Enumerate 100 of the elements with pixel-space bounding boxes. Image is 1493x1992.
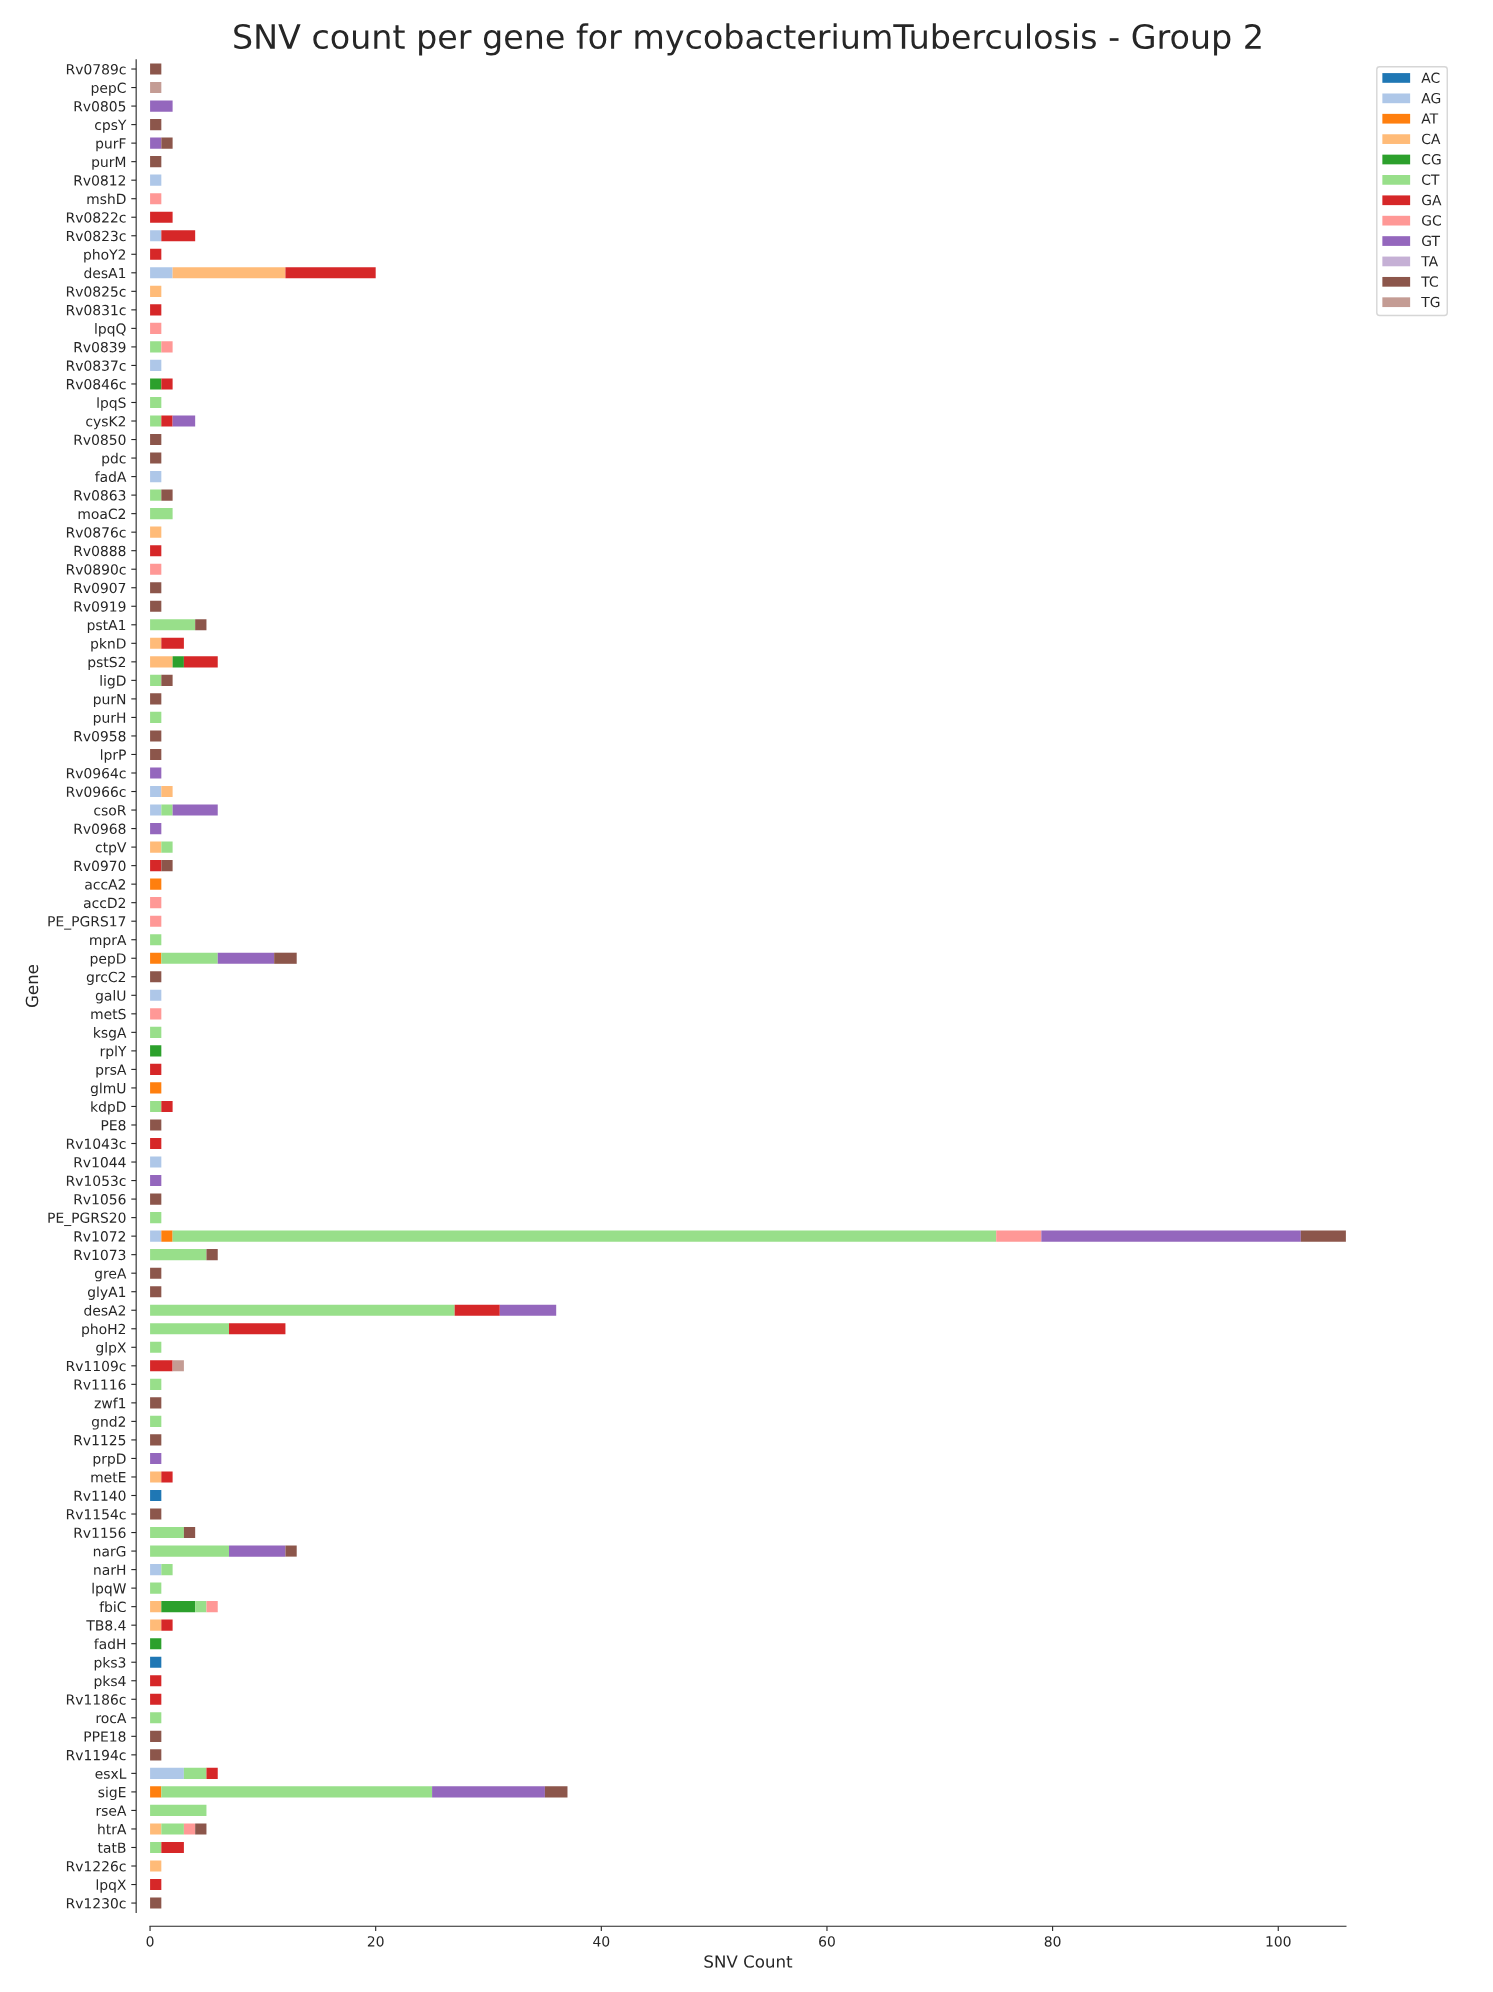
y-tick-label: Rv1125	[74, 1434, 126, 1446]
y-tick-label: Rv0822c	[66, 212, 126, 223]
legend-label: CA	[1422, 133, 1441, 145]
y-axis-title: Gene	[25, 964, 39, 1008]
bar	[1041, 1230, 1301, 1242]
legend-label: GC	[1422, 215, 1441, 226]
bar	[161, 860, 173, 872]
bar	[432, 1786, 545, 1798]
y-tick-label: purM	[92, 156, 126, 170]
bar	[150, 1249, 207, 1261]
bar	[217, 952, 275, 964]
y-tick-label: csoR	[94, 805, 127, 816]
y-tick-label: purN	[93, 694, 126, 708]
bar	[150, 508, 173, 520]
y-tick-label: Rv0907	[74, 582, 126, 594]
y-tick-label: cpsY	[95, 119, 127, 133]
bar	[161, 1230, 173, 1242]
y-tick-label: Rv0789c	[66, 63, 126, 75]
y-tick-label: accD2	[83, 897, 126, 909]
y-tick-label: Rv1073	[74, 1249, 126, 1261]
bar	[161, 804, 173, 816]
bar	[161, 785, 173, 798]
y-tick-label: fbiC	[99, 1601, 126, 1613]
y-tick-label: pepD	[90, 953, 126, 967]
x-tick-label: 40	[593, 1936, 610, 1947]
y-tick-label: desA1	[84, 267, 126, 279]
bar	[150, 656, 173, 668]
bar	[150, 1526, 184, 1539]
y-tick-label: kdpD	[91, 1101, 126, 1115]
bar	[206, 1249, 218, 1261]
bar	[150, 100, 173, 112]
y-tick-label: Rv1226c	[66, 1860, 126, 1872]
legend-label: CT	[1422, 174, 1440, 185]
y-tick-label: glyA1	[87, 1286, 126, 1300]
y-tick-label: lpqW	[92, 1582, 126, 1597]
bar	[150, 767, 162, 779]
x-tick-label: 20	[367, 1936, 384, 1947]
bar	[1300, 1230, 1346, 1242]
y-tick-label: pks3	[94, 1656, 126, 1671]
bar	[195, 1601, 207, 1613]
y-tick-label: Rv0888	[74, 545, 126, 557]
y-tick-label: Rv0812	[74, 175, 126, 186]
bar	[206, 1601, 218, 1613]
y-tick-label: Rv0958	[74, 730, 126, 742]
y-tick-label: Rv1109c	[66, 1360, 126, 1372]
y-tick-label: lpqS	[97, 397, 126, 411]
bar	[161, 1100, 173, 1113]
bar	[183, 1823, 196, 1835]
x-tick-label: 100	[1266, 1936, 1291, 1947]
y-tick-label: lpqX	[96, 1879, 126, 1893]
bar	[172, 267, 286, 279]
bar	[195, 619, 207, 631]
y-tick-label: ksgA	[94, 1027, 127, 1041]
y-tick-label: Rv0876c	[66, 527, 126, 538]
bar	[150, 1823, 162, 1835]
bar	[161, 378, 173, 390]
bar	[161, 1786, 433, 1798]
y-tick-label: prsA	[96, 1064, 127, 1078]
bar	[161, 1823, 184, 1835]
x-tick-label: 0	[146, 1936, 154, 1947]
bar	[161, 674, 173, 686]
legend-label: AC	[1421, 72, 1440, 84]
y-tick-label: PE_PGRS17	[48, 916, 126, 930]
y-tick-label: Rv0837c	[66, 360, 126, 371]
y-tick-label: mprA	[90, 934, 127, 948]
bar	[274, 952, 297, 964]
bar	[229, 1545, 286, 1557]
y-tick-label: lpqQ	[95, 323, 126, 337]
y-tick-label: Rv0863	[74, 490, 126, 501]
bar	[150, 267, 173, 279]
y-tick-label: pks4	[94, 1675, 126, 1689]
y-tick-label: Rv1072	[74, 1231, 126, 1242]
y-tick-label: phoY2	[84, 249, 126, 263]
y-tick-label: pstS2	[88, 656, 126, 671]
bar	[172, 415, 196, 427]
bar	[161, 1841, 184, 1854]
y-tick-label: gnd2	[91, 1416, 126, 1430]
y-tick-label: rseA	[96, 1805, 127, 1816]
chart-title: SNV count per gene for mycobacteriumTuberculosis - Group 2	[234, 23, 1261, 56]
y-tick-label: cysK2	[86, 415, 126, 430]
y-tick-label: mshD	[87, 193, 126, 205]
bar	[183, 1767, 207, 1779]
bar	[996, 1230, 1042, 1242]
legend-label: TG	[1421, 296, 1440, 308]
bar	[161, 1619, 173, 1631]
y-tick-label: galU	[95, 990, 126, 1004]
y-tick-label: Rv0839	[74, 341, 126, 353]
bar	[150, 804, 162, 816]
bar	[544, 1786, 568, 1798]
y-tick-label: pdc	[102, 452, 126, 467]
y-tick-label: narH	[94, 1564, 126, 1576]
y-tick-label: desA2	[84, 1304, 126, 1316]
bar	[183, 656, 218, 668]
y-tick-label: Rv0850	[74, 434, 126, 446]
y-tick-label: PPE18	[84, 1731, 126, 1742]
y-tick-label: purH	[93, 712, 126, 726]
y-tick-label: pstA1	[87, 619, 126, 633]
y-tick-label: Rv0825c	[66, 286, 126, 297]
bar	[150, 1156, 162, 1168]
y-tick-label: glpX	[96, 1342, 126, 1356]
